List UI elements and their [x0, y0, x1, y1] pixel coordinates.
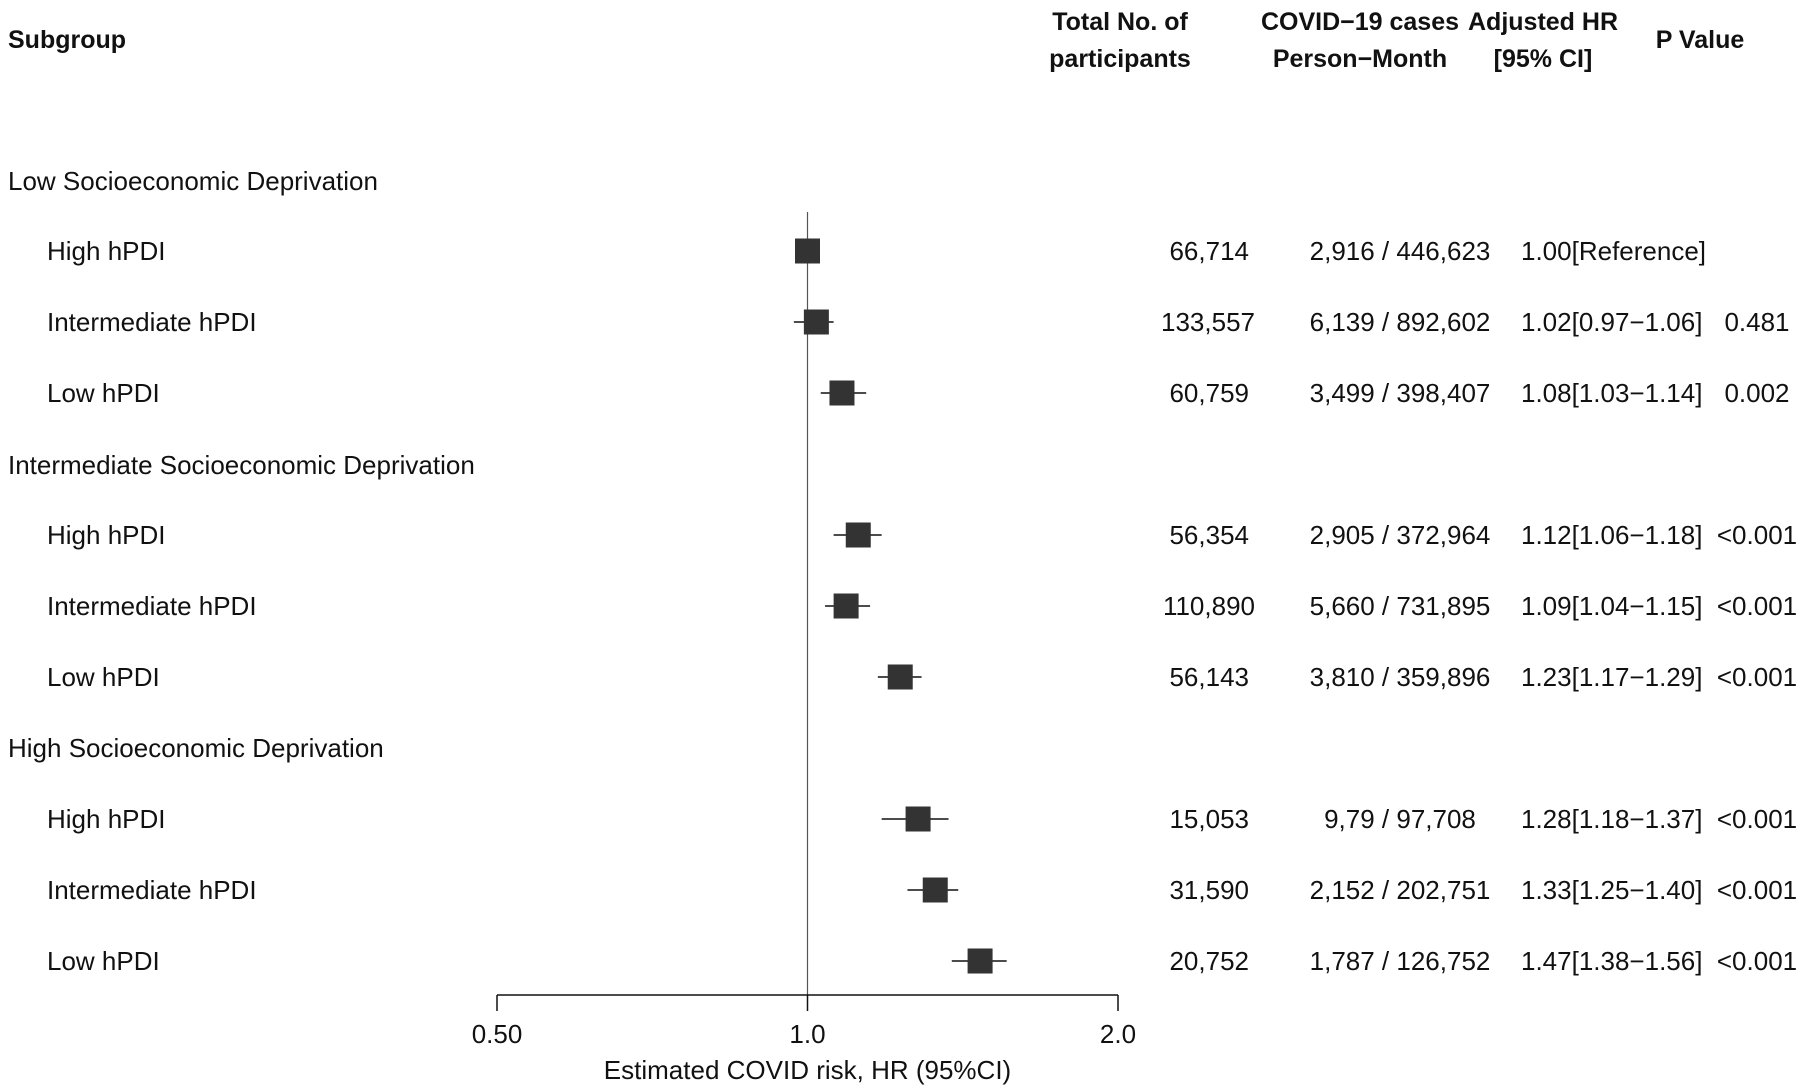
- row-cases: 5,660 / 731,895: [1309, 591, 1491, 621]
- group-heading: High Socioeconomic Deprivation: [8, 733, 384, 763]
- row-p: <0.001: [1716, 804, 1798, 834]
- row-label: Intermediate hPDI: [47, 307, 257, 337]
- row-hr: 1.08[1.03−1.14]: [1521, 378, 1703, 408]
- group-heading: Low Socioeconomic Deprivation: [8, 166, 378, 196]
- row-cases: 2,905 / 372,964: [1309, 520, 1491, 550]
- header-cases-line1: COVID−19 cases: [1260, 8, 1460, 36]
- row-label: Intermediate hPDI: [47, 591, 257, 621]
- row-cases: 3,499 / 398,407: [1309, 378, 1491, 408]
- row-participants: 20,752: [1169, 946, 1249, 976]
- hr-point: [829, 380, 855, 406]
- row-label: Low hPDI: [47, 946, 160, 976]
- header-hr: Adjusted HR [95% CI]: [1453, 4, 1633, 78]
- row-p: <0.001: [1716, 591, 1798, 621]
- header-p-value: P Value: [1655, 26, 1745, 54]
- hr-point: [795, 238, 820, 264]
- row-p: 0.002: [1724, 378, 1790, 408]
- hr-point: [887, 664, 913, 690]
- header-cases: COVID−19 cases Person−Month: [1250, 4, 1470, 78]
- header-participants: Total No. of participants: [1045, 4, 1195, 78]
- row-hr: 1.28[1.18−1.37]: [1521, 804, 1703, 834]
- header-participants-line1: Total No. of: [1052, 8, 1188, 36]
- row-cases: 2,152 / 202,751: [1309, 875, 1491, 905]
- row-hr: 1.23[1.17−1.29]: [1521, 662, 1703, 692]
- hr-point: [845, 522, 871, 548]
- row-cases: 6,139 / 892,602: [1309, 307, 1491, 337]
- row-p: <0.001: [1716, 662, 1798, 692]
- row-hr: 1.09[1.04−1.15]: [1521, 591, 1703, 621]
- row-cases: 1,787 / 126,752: [1309, 946, 1491, 976]
- row-hr: 1.33[1.25−1.40]: [1521, 875, 1703, 905]
- row-p: <0.001: [1716, 946, 1798, 976]
- row-participants: 15,053: [1169, 804, 1249, 834]
- header-subgroup: Subgroup: [8, 26, 127, 54]
- row-p: <0.001: [1716, 875, 1798, 905]
- row-participants: 56,354: [1169, 520, 1249, 550]
- row-p: <0.001: [1716, 520, 1798, 550]
- row-cases: 9,79 / 97,708: [1324, 804, 1476, 834]
- x-axis-title: Estimated COVID risk, HR (95%CI): [604, 1055, 1011, 1085]
- row-label: Low hPDI: [47, 662, 160, 692]
- group-heading: Intermediate Socioeconomic Deprivation: [8, 450, 475, 480]
- row-hr: 1.02[0.97−1.06]: [1521, 307, 1703, 337]
- row-hr: 1.12[1.06−1.18]: [1521, 520, 1703, 550]
- hr-point: [905, 806, 931, 832]
- header-hr-line1: Adjusted HR: [1468, 8, 1618, 36]
- row-label: High hPDI: [47, 520, 166, 550]
- row-participants: 66,714: [1169, 236, 1249, 266]
- row-participants: 56,143: [1169, 662, 1249, 692]
- row-hr: 1.00[Reference]: [1521, 236, 1707, 266]
- row-p: 0.481: [1724, 307, 1790, 337]
- row-label: High hPDI: [47, 236, 166, 266]
- row-participants: 31,590: [1169, 875, 1249, 905]
- row-hr: 1.47[1.38−1.56]: [1521, 946, 1703, 976]
- row-label: High hPDI: [47, 804, 166, 834]
- hr-point: [803, 309, 829, 335]
- x-tick-label: 2.0: [1100, 1019, 1136, 1049]
- hr-point: [833, 593, 859, 619]
- row-participants: 110,890: [1162, 591, 1255, 621]
- row-participants: 133,557: [1161, 307, 1255, 337]
- hr-point: [967, 948, 993, 974]
- header-participants-line2: participants: [1049, 45, 1191, 73]
- row-cases: 3,810 / 359,896: [1309, 662, 1491, 692]
- header-cases-line2: Person−Month: [1272, 45, 1448, 73]
- x-tick-label: 0.50: [472, 1019, 523, 1049]
- row-cases: 2,916 / 446,623: [1309, 236, 1491, 266]
- x-tick-label: 1.0: [789, 1019, 825, 1049]
- row-label: Low hPDI: [47, 378, 160, 408]
- row-label: Intermediate hPDI: [47, 875, 257, 905]
- hr-point: [922, 877, 948, 903]
- header-hr-line2: [95% CI]: [1493, 45, 1593, 73]
- row-participants: 60,759: [1169, 378, 1249, 408]
